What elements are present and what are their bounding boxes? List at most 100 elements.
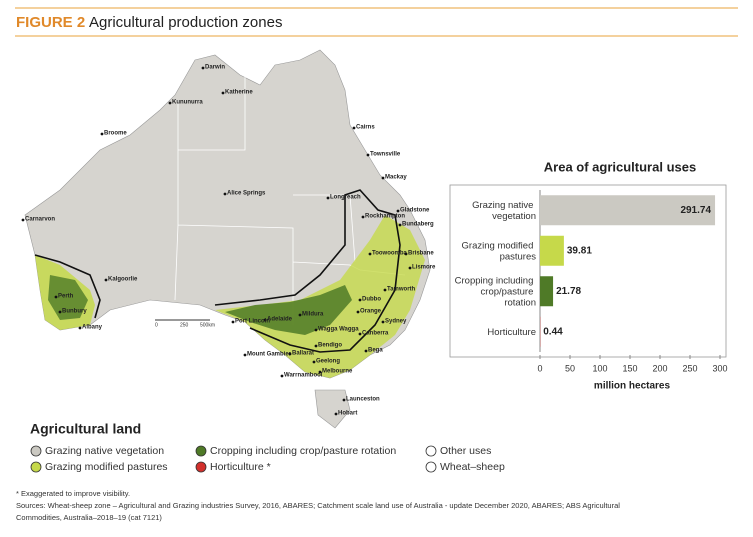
city-dot (361, 215, 365, 219)
x-axis-label: million hectares (594, 381, 671, 392)
scale-label: 500km (200, 322, 215, 328)
x-tick-label: 200 (652, 363, 667, 373)
y-tick-label: Horticulture (487, 326, 536, 337)
legend-label: Wheat–sheep (440, 461, 505, 473)
city-dot (366, 153, 370, 157)
city-label: Alice Springs (227, 191, 266, 197)
city-label: Mackay (385, 175, 407, 181)
figure-label: FIGURE 2 (16, 14, 85, 31)
city-label: Orange (360, 309, 382, 315)
city-label: Bunbury (62, 309, 87, 315)
legend-swatch (30, 461, 42, 473)
legend: Agricultural land (30, 421, 141, 437)
value-label: 0.44 (543, 326, 563, 337)
city-label: Wagga Wagga (318, 327, 359, 333)
city-dot (221, 91, 225, 95)
city-label: Broome (104, 131, 127, 137)
city-dot (298, 313, 302, 317)
city-label: Perth (58, 294, 74, 300)
x-tick-label: 150 (622, 363, 637, 373)
city-dot (104, 278, 108, 282)
chart-frame (449, 184, 727, 358)
map (24, 49, 431, 429)
city-dot (356, 310, 360, 314)
city-dot (100, 132, 104, 136)
city-label: Darwin (205, 65, 225, 71)
city-label: Gladstone (400, 208, 430, 214)
city-dot (168, 101, 172, 105)
city-label: Dubbo (362, 297, 381, 303)
city-dot (288, 352, 292, 356)
y-tick-label: Cropping including crop/pasture rotation (455, 275, 536, 308)
city-label: Townsville (370, 152, 401, 158)
city-dot (78, 326, 82, 330)
city-label: Kalgoorlie (108, 277, 138, 283)
city-dot (396, 209, 400, 213)
city-label: Mildura (302, 312, 324, 318)
bar (540, 235, 564, 266)
x-tick-label: 0 (537, 363, 542, 373)
legend-label: Other uses (440, 445, 491, 457)
se-cropping (225, 285, 352, 335)
city-dot (312, 360, 316, 364)
city-label: Cairns (356, 125, 375, 131)
city-dot (280, 374, 284, 378)
y-tick-label: Grazing modified pastures (462, 240, 537, 262)
city-label: Longreach (330, 195, 361, 201)
tasmania (314, 389, 351, 429)
city-label: Bendigo (318, 343, 342, 349)
city-label: Warrnambool (284, 373, 323, 379)
legend-swatch (425, 445, 437, 457)
city-label: Carnarvon (25, 217, 55, 223)
legend-label: Grazing native vegetation (45, 445, 164, 457)
city-dot (54, 295, 58, 299)
city-label: Lismore (412, 265, 436, 271)
city-dot (364, 349, 368, 353)
legend-label: Cropping including crop/pasture rotation (210, 445, 396, 457)
city-dot (243, 353, 247, 357)
city-label: Bega (368, 348, 383, 354)
city-dot (223, 192, 227, 196)
bar (540, 276, 554, 307)
value-label: 39.81 (567, 245, 592, 256)
sources: Sources: Wheat-sheep zone – Agricultural… (16, 501, 620, 510)
city-label: Ballarat (292, 351, 314, 357)
city-dot (381, 320, 385, 324)
city-dot (381, 176, 385, 180)
sources: Commodities, Australia–2018–19 (cat 7121… (16, 513, 162, 522)
scale-label: 250 (180, 322, 189, 328)
city-label: Adelaide (267, 317, 293, 323)
legend-swatch (195, 445, 207, 457)
city-dot (368, 252, 372, 256)
city-dot (352, 126, 356, 130)
city-dot (314, 328, 318, 332)
city-dot (342, 398, 346, 402)
city-dot (358, 298, 362, 302)
footnote: * Exaggerated to improve visibility. (16, 489, 130, 498)
city-dot (231, 320, 235, 324)
sw-cropping (48, 275, 88, 320)
x-tick-label: 50 (565, 363, 575, 373)
x-tick-label: 100 (592, 363, 607, 373)
city-label: Bundaberg (402, 222, 434, 228)
y-tick-label: Grazing native vegetation (472, 199, 536, 221)
legend-swatch (30, 445, 42, 457)
bar-chart: Area of agricultural uses million hectar… (449, 159, 727, 392)
legend-title: Agricultural land (30, 421, 141, 437)
legend-swatch (425, 461, 437, 473)
city-label: Hobart (338, 411, 357, 417)
city-dot (383, 288, 387, 292)
chart-title: Area of agricultural uses (544, 159, 696, 174)
city-dot (408, 266, 412, 270)
city-dot (314, 344, 318, 348)
wheat-sheep-zone (34, 189, 401, 353)
city-dot (404, 252, 408, 256)
city-dot (58, 310, 62, 314)
x-tick-label: 250 (682, 363, 697, 373)
legend-swatch (195, 461, 207, 473)
city-label: Brisbane (408, 251, 434, 257)
city-label: Canberra (362, 331, 389, 337)
scale-label: 0 (155, 322, 158, 328)
city-label: Albany (82, 325, 103, 331)
